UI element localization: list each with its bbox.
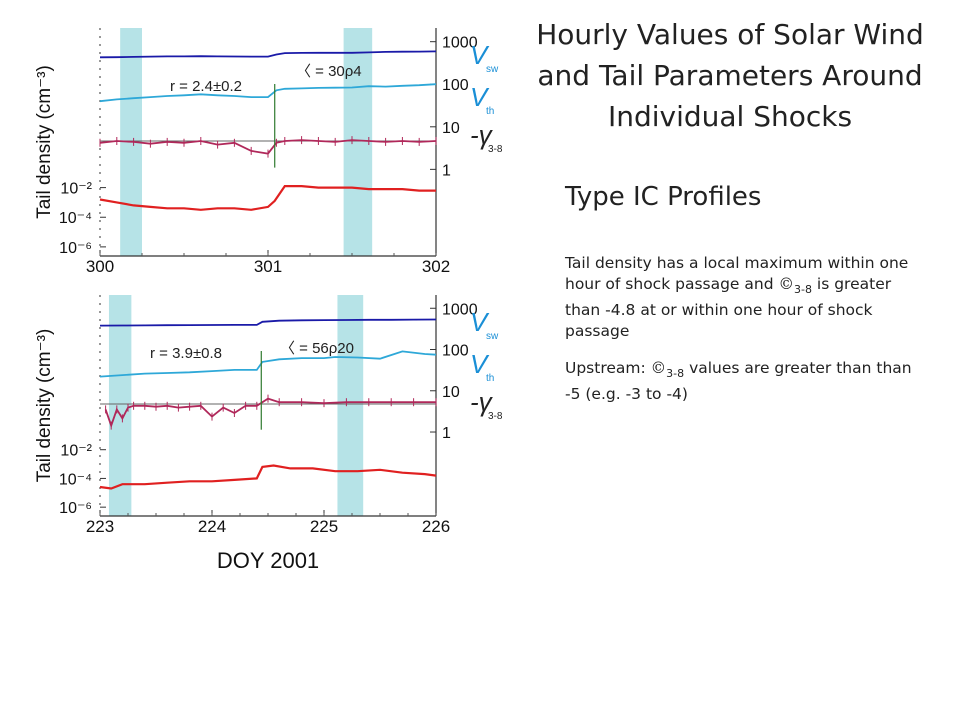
description-paragraph-1: Tail density has a local maximum within … xyxy=(565,253,915,342)
shaded-interval xyxy=(337,295,364,516)
desc-p1-pre: Tail density has a local maximum within … xyxy=(565,254,909,293)
gamma-symbol: © xyxy=(650,359,667,377)
right-tick-label: 1000 xyxy=(442,35,478,52)
right-tick-label: 10 xyxy=(442,384,460,401)
series-label-sub: th xyxy=(486,106,494,117)
series-label: V xyxy=(470,82,490,112)
series-line-3 xyxy=(104,397,436,429)
series-line-1 xyxy=(99,318,437,327)
right-tick-label: 100 xyxy=(442,343,469,360)
chart-panel-1: 300 301 302 1000 100 10 1 10⁻² 10⁻⁴ 10⁻⁶ Tail dens… xyxy=(34,28,503,276)
series-line-1 xyxy=(99,50,437,59)
desc-p2-pre: Upstream: xyxy=(565,359,646,377)
desc-p2-post: values are greater than than -5 (e.g. -3… xyxy=(565,359,912,403)
series-label: V xyxy=(470,349,490,379)
x-tick-label: 226 xyxy=(422,517,450,536)
right-tick-label: 100 xyxy=(442,77,469,94)
y-axis-label: Tail density (cm⁻³) xyxy=(34,65,55,219)
desc-p1-post: is greater than -4.8 at or within one ho… xyxy=(565,275,892,340)
right-tick-label: 1000 xyxy=(442,301,478,318)
series-line-2 xyxy=(99,83,437,103)
series-label-sub: 3-8 xyxy=(488,144,503,155)
series-label: V xyxy=(470,307,490,337)
left-tick-label: 10⁻⁶ xyxy=(59,240,92,257)
left-tick-label: 10⁻⁴ xyxy=(59,471,92,488)
gamma-symbol: © xyxy=(778,275,795,293)
series-label: -γ xyxy=(470,387,494,417)
series-line-3 xyxy=(99,139,437,155)
right-tick-label: 10 xyxy=(442,120,460,137)
slide-subtitle: Type IC Profiles xyxy=(565,182,762,212)
slide-title: Hourly Values of Solar Wind and Tail Par… xyxy=(536,18,924,133)
left-tick-label: 10⁻² xyxy=(60,443,92,460)
x-tick-label: 225 xyxy=(310,517,338,536)
series-label-sub: sw xyxy=(486,64,499,75)
gamma-subscript: 3-8 xyxy=(794,283,812,296)
shaded-interval xyxy=(343,28,373,256)
right-tick-label: 1 xyxy=(442,162,451,179)
x-tick-label: 223 xyxy=(86,517,114,536)
x-tick-label: 302 xyxy=(422,257,450,276)
series-label: -γ xyxy=(470,120,494,150)
y-axis-label: Tail density (cm⁻³) xyxy=(34,329,55,483)
series-line-4 xyxy=(99,185,436,211)
annotation-r: r = 3.9±0.8 xyxy=(150,345,222,362)
left-tick-label: 10⁻⁶ xyxy=(59,500,92,517)
series-line-2 xyxy=(99,350,437,378)
left-tick-label: 10⁻² xyxy=(60,181,92,198)
description-paragraph-2: Upstream: ©3-8 values are greater than t… xyxy=(565,358,915,405)
x-tick-label: 301 xyxy=(254,257,282,276)
series-label-sub: th xyxy=(486,373,494,384)
annotation-gamma: 〈 = 30ρ4 xyxy=(296,63,362,80)
gamma-subscript: 3-8 xyxy=(666,367,685,380)
right-tick-label: 1 xyxy=(442,425,451,442)
series-line-4 xyxy=(99,464,437,490)
shaded-interval xyxy=(108,295,132,516)
x-tick-label: 224 xyxy=(198,517,226,536)
x-axis-label: DOY 2001 xyxy=(217,548,319,573)
annotation-gamma: 〈 = 56ρ20 xyxy=(280,340,354,357)
series-label-sub: sw xyxy=(486,331,499,342)
annotation-r: r = 2.4±0.2 xyxy=(170,78,242,95)
left-tick-label: 10⁻⁴ xyxy=(59,210,92,227)
x-tick-label: 300 xyxy=(86,257,114,276)
series-label-sub: 3-8 xyxy=(488,411,503,422)
description-block: Tail density has a local maximum within … xyxy=(565,253,915,421)
series-label: V xyxy=(470,40,490,70)
